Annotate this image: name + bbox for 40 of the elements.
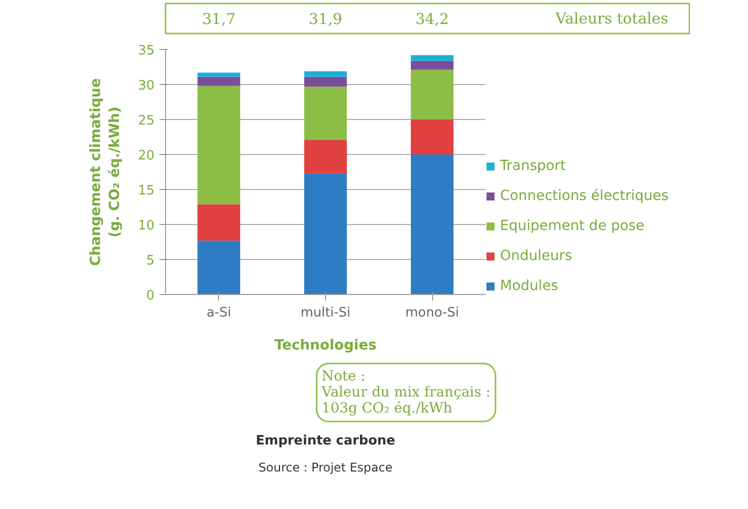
legend-label: Connections électriques [500, 188, 669, 204]
legend-label: Modules [500, 278, 558, 294]
bar [410, 60, 454, 70]
y-tick-label: 5 [146, 254, 155, 268]
source-note: Source : Projet Espace [258, 460, 392, 474]
x-tick-label: a-Si [206, 306, 232, 320]
y-tick-label: 35 [138, 44, 155, 58]
total-label: 31,9 [308, 10, 342, 28]
legend-label: Transport [500, 158, 566, 174]
bar [304, 86, 347, 140]
text: Note : Valeur du mix français : 103g CO₂ éq./kWh [320, 368, 490, 416]
bar [198, 86, 240, 204]
bar [304, 140, 347, 174]
y-tick-label: 25 [138, 114, 155, 128]
bar [410, 154, 454, 294]
bar [304, 71, 347, 77]
y-tick-label: 20 [138, 148, 155, 164]
bar [198, 76, 240, 86]
bar [304, 76, 347, 87]
bar [410, 55, 454, 61]
x-tick-label: mono-Si [405, 306, 459, 320]
x-axis-title: Technologies [274, 338, 377, 354]
legend-label: Onduleurs [500, 248, 572, 264]
bar [410, 120, 454, 154]
bar [198, 72, 240, 77]
y-tick-label: 30 [138, 78, 155, 94]
bar [198, 204, 240, 241]
total-label: 31,7 [202, 10, 236, 28]
legend-label: Equipement de pose [500, 218, 644, 234]
y-tick-label: 0 [146, 288, 155, 304]
text: Empreinte carbone [256, 434, 396, 448]
y-axis-title: Changement climatique (g. CO₂ éq./kWh) [88, 78, 123, 266]
text: Valeurs totales [554, 10, 668, 28]
bar [410, 70, 454, 120]
y-tick-label: 10 [138, 218, 155, 234]
x-tick-label: multi-Si [300, 306, 350, 320]
total-label: 34,2 [415, 10, 449, 28]
y-tick-label: 15 [138, 184, 155, 198]
bar [198, 240, 240, 294]
bar [304, 173, 347, 294]
